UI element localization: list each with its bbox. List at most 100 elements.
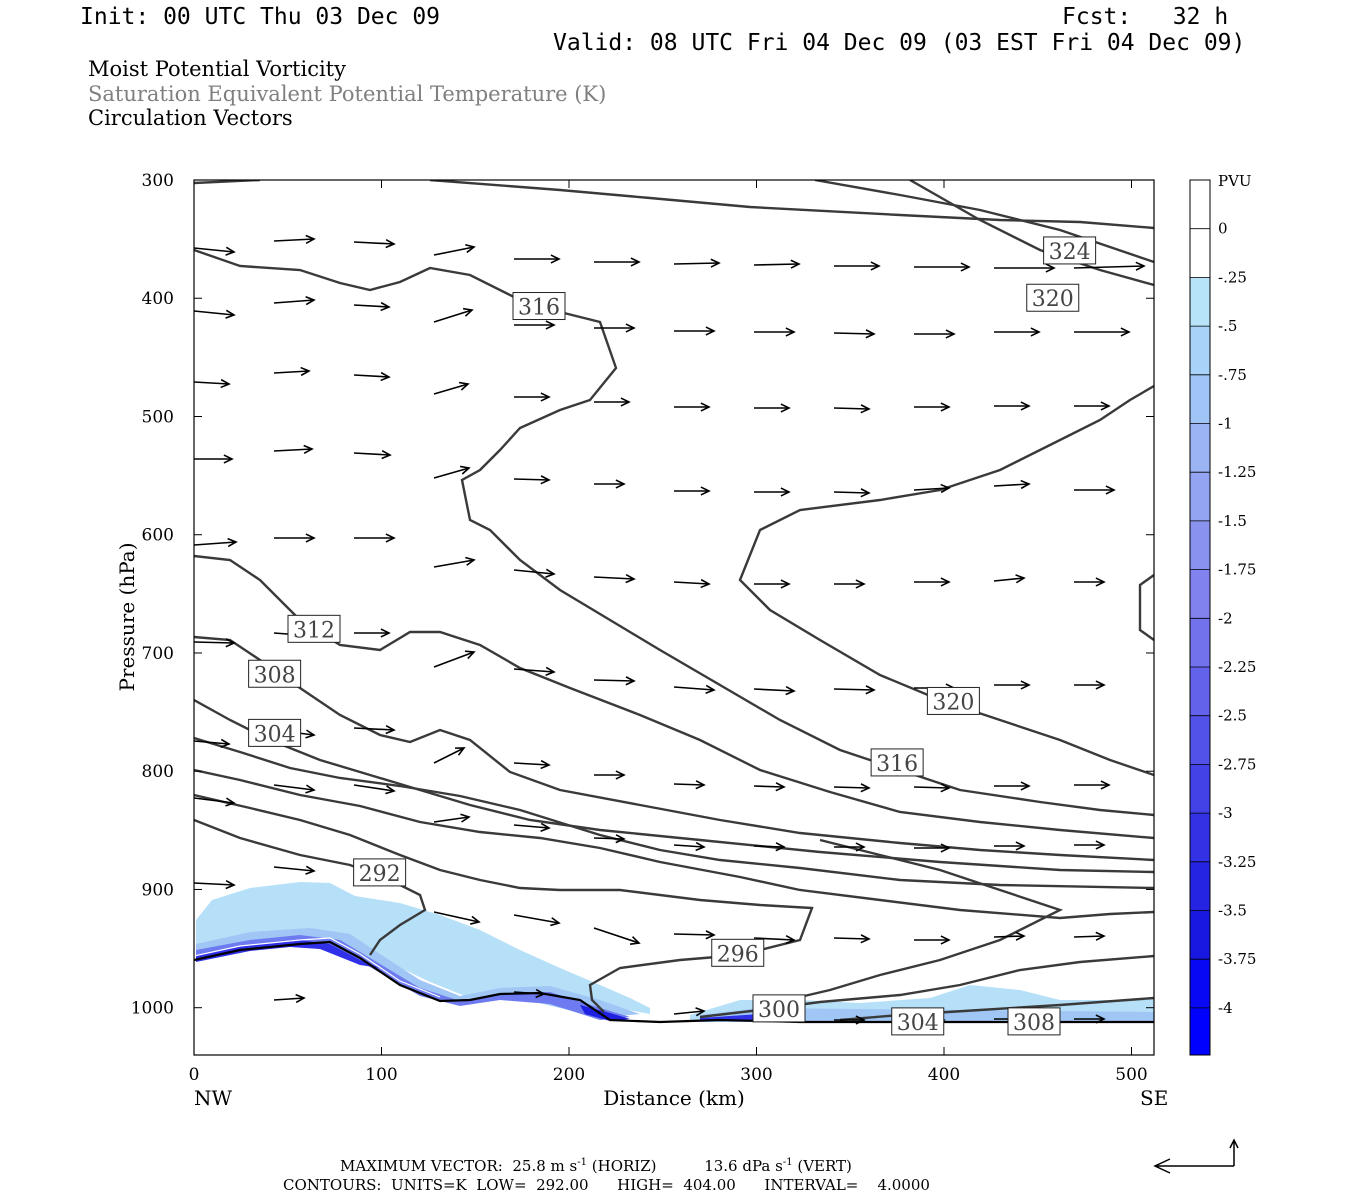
colorbar-label: -1.25 [1218,463,1256,481]
contour-label: 324 [1043,236,1097,265]
circulation-vector [914,329,956,339]
max-vector-note: MAXIMUM VECTOR: 25.8 m s-1 (HORIZ) 13.6 … [340,1157,852,1175]
circulation-vector [433,747,466,764]
valid-time: Valid: 08 UTC Fri 04 Dec 09 (03 EST Fri … [553,30,1246,56]
circulation-vector [754,487,791,497]
colorbar-label: -3.5 [1218,902,1247,920]
circulation-vector [273,993,306,1004]
pv-colorbar: 0 -.25 -.5 -.75 -1 -1.25 -1.5 -1.75 -2 -2.25 -2.5 -… [1189,179,1256,1056]
circulation-vector [1074,485,1116,495]
circulation-vector [273,865,316,875]
contour-info: CONTOURS: UNITS=K LOW= 292.00 HIGH= 404.… [283,1176,930,1194]
colorbar-swatch [1190,959,1210,1008]
colorbar-label: -3 [1218,804,1233,822]
circulation-vector [353,449,392,460]
y-tick-label: 600 [142,526,174,546]
colorbar-label: -2.75 [1218,755,1256,773]
colorbar-swatch [1190,861,1210,911]
circulation-vector [753,934,796,945]
y-axis-title: Pressure (hPa) [115,543,139,692]
circulation-vector [914,843,951,853]
contour-label: 308 [248,659,302,688]
circulation-vector [353,724,396,735]
field-title-mpv: Moist Potential Vorticity [88,57,346,81]
svg-text:312: 312 [293,618,335,643]
x-tick-label: 0 [189,1065,200,1085]
colorbar-swatch [1190,423,1210,473]
circulation-vector [914,402,951,412]
circulation-vector [673,578,711,589]
circulation-vector [594,257,641,267]
field-title-thetaes: Saturation Equivalent Potential Temperat… [88,82,607,106]
circulation-vector [514,392,551,402]
terrain-line [194,937,1154,1024]
colorbar-swatch [1190,569,1210,619]
circulation-vector [273,234,316,245]
svg-text:320: 320 [932,690,974,715]
circulation-vector [273,366,311,377]
circulation-vector [353,784,396,795]
axes: 0 100 200 300 400 500 300 400 500 600 700 800 900 100… [131,171,1154,1085]
circulation-vector [994,680,1031,690]
circulation-vector [673,1007,706,1017]
x-label-nw: NW [194,1086,233,1110]
colorbar-swatch [1190,277,1210,327]
circulation-vector [514,320,556,330]
theta-es-contour [194,554,1154,840]
svg-text:308: 308 [1013,1011,1055,1036]
circulation-vector [753,782,786,792]
circulation-vectors [194,234,1146,1025]
y-tick-label: 300 [142,171,174,191]
circulation-vector [594,323,636,333]
circulation-vector [513,666,556,677]
circulation-vector [914,577,951,587]
forecast-hour: Fcst: 32 h [1062,4,1229,30]
circulation-vector [1073,931,1106,941]
init-time: Init: 00 UTC Thu 03 Dec 09 [80,4,441,30]
circulation-vector [273,444,314,455]
circulation-vector [994,263,1056,273]
circulation-vector [834,842,866,852]
x-tick-label: 200 [553,1065,585,1085]
theta-es-contour [194,736,1154,890]
circulation-vector [593,834,626,844]
colorbar-label: -1.75 [1218,561,1256,579]
circulation-vector [673,684,716,695]
circulation-vector [353,301,391,312]
circulation-vector [1074,680,1106,690]
circulation-vector [753,685,796,696]
colorbar-label: -2.25 [1218,658,1256,676]
circulation-vector [914,262,971,272]
circulation-vector [1073,261,1146,271]
y-tick-label: 700 [142,644,174,664]
circulation-vector [433,465,471,479]
circulation-vector [433,307,474,323]
reference-vector [1153,1138,1239,1174]
colorbar-swatch [1190,667,1210,716]
circulation-vector [833,685,876,695]
circulation-vector [194,879,236,890]
colorbar-swatch [1190,910,1210,960]
circulation-vector [513,568,556,578]
circulation-vector [994,841,1026,851]
colorbar-swatch [1190,1007,1210,1055]
plot-frame [193,179,1155,1056]
circulation-vector [913,483,951,494]
circulation-vector [194,454,234,464]
colorbar-label: -.25 [1218,268,1247,286]
circulation-vector [993,931,1026,941]
circulation-vector [593,927,641,945]
circulation-vector [1074,780,1111,790]
colorbar-swatch [1190,228,1210,278]
colorbar-swatch [1190,715,1210,765]
circulation-vector [594,397,631,407]
circulation-vector [754,327,796,337]
circulation-vector [833,783,871,793]
colorbar-swatch [1190,326,1210,375]
circulation-vector [673,930,716,940]
svg-text:308: 308 [254,663,296,688]
circulation-vector [194,638,236,648]
svg-text:304: 304 [897,1011,939,1036]
circulation-vector [753,842,786,852]
